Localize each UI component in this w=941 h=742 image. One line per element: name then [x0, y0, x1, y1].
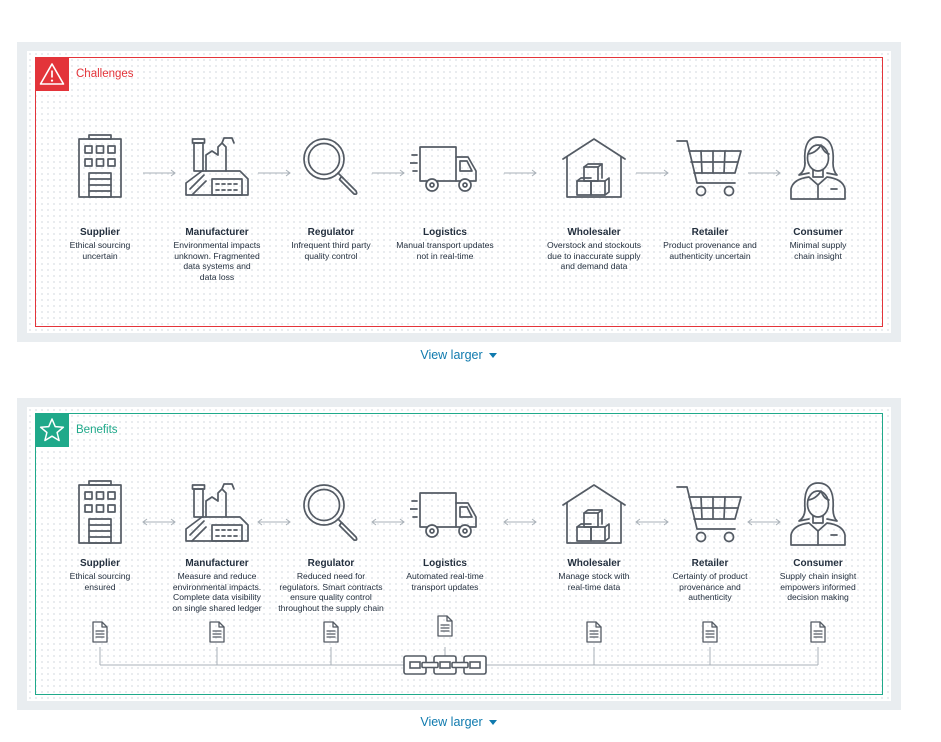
stage-description: Infrequent third party quality control — [291, 240, 371, 261]
stage-title: Manufacturer — [185, 558, 249, 569]
challenges-label: Challenges — [76, 68, 134, 80]
bidirectional-arrow-icon — [747, 518, 781, 526]
arrow-right-icon — [257, 169, 291, 177]
document-icon — [702, 621, 718, 643]
stage-title: Manufacturer — [185, 227, 249, 238]
view-larger-label: View larger — [420, 348, 483, 362]
truck-icon — [409, 133, 480, 203]
stage-logistics: Logistics Automated real-time transport up… — [383, 557, 507, 592]
stage-description: Minimal supply chain insight — [789, 240, 847, 261]
stage-description: Ethical sourcing ensured — [69, 571, 131, 592]
stage-title: Logistics — [423, 558, 467, 569]
stage-consumer: Consumer Supply chain insight empowers inf… — [756, 557, 880, 603]
stage-description: Environmental impacts unknown. Fragmented… — [173, 240, 261, 282]
stage-title: Supplier — [79, 558, 120, 569]
stage-title: Retailer — [691, 227, 729, 238]
challenges-diagram: Challenges Supplier Ethical sourcing uncer… — [27, 51, 891, 333]
document-icon — [92, 621, 108, 643]
challenges-tag: Challenges — [35, 57, 134, 91]
cart-icon — [675, 133, 745, 203]
challenges-card: Challenges Supplier Ethical sourcing uncer… — [17, 42, 901, 342]
benefits-tag: Benefits — [35, 413, 118, 447]
caret-down-icon — [488, 720, 497, 726]
stage-description: Measure and reduce environmental impacts.… — [172, 571, 262, 613]
benefits-label: Benefits — [76, 424, 118, 436]
view-larger-label: View larger — [420, 715, 483, 729]
factory-icon — [182, 479, 252, 549]
bidirectional-arrow-icon — [141, 518, 176, 526]
document-icon — [437, 615, 453, 637]
stage-description: Reduced need for regulators. Smart contra… — [278, 571, 384, 613]
stage-title: Consumer — [793, 558, 843, 569]
arrow-right-icon — [142, 169, 176, 177]
stage-title: Wholesaler — [567, 227, 621, 238]
cart-icon — [675, 479, 745, 549]
stage-title: Supplier — [79, 227, 120, 238]
stage-manufacturer: Manufacturer Environmental impacts unknown… — [155, 226, 279, 282]
document-icon — [209, 621, 225, 643]
stage-title: Regulator — [307, 227, 355, 238]
benefits-card: Benefits Supplier Ethical sourcing ensured… — [17, 398, 901, 710]
bidirectional-arrow-icon — [371, 518, 405, 526]
truck-icon — [409, 479, 480, 549]
person-icon — [783, 133, 853, 203]
stage-title: Logistics — [423, 227, 467, 238]
chain-icon — [403, 655, 487, 675]
person-icon — [783, 479, 853, 549]
benefits-frame — [35, 413, 883, 695]
magnifier-icon — [296, 479, 366, 549]
stage-description: Manage stock with real-time data — [558, 571, 630, 592]
stage-title: Regulator — [307, 558, 355, 569]
warehouse-icon — [559, 479, 629, 549]
arrow-right-icon — [371, 169, 405, 177]
caret-down-icon — [488, 353, 497, 359]
view-larger-link-challenges[interactable]: View larger — [0, 348, 917, 362]
document-icon — [586, 621, 602, 643]
stage-retailer: Retailer Product provenance and authentici… — [648, 226, 772, 261]
stage-description: Ethical sourcing uncertain — [69, 240, 131, 261]
bidirectional-arrow-icon — [257, 518, 291, 526]
stage-description: Product provenance and authenticity uncer… — [663, 240, 757, 261]
stage-logistics: Logistics Manual transport updates not in … — [383, 226, 507, 261]
stage-description: Overstock and stockouts due to inaccurate… — [546, 240, 642, 272]
stage-supplier: Supplier Ethical sourcing uncertain — [38, 226, 162, 261]
stage-description: Automated real-time transport updates — [406, 571, 484, 592]
stage-wholesaler: Wholesaler Manage stock with real-time dat… — [532, 557, 656, 592]
warning-triangle-icon — [35, 57, 69, 91]
document-icon — [810, 621, 826, 643]
stage-title: Consumer — [793, 227, 843, 238]
arrow-right-icon — [635, 169, 669, 177]
warehouse-icon — [559, 133, 629, 203]
stage-supplier: Supplier Ethical sourcing ensured — [38, 557, 162, 592]
magnifier-icon — [296, 133, 366, 203]
stage-wholesaler: Wholesaler Overstock and stockouts due to … — [532, 226, 656, 272]
benefits-diagram: Benefits Supplier Ethical sourcing ensured… — [27, 407, 891, 701]
star-icon — [35, 413, 69, 447]
stage-description: Certainty of product provenance and authen… — [672, 571, 748, 603]
stage-regulator: Regulator Infrequent third party quality c… — [269, 226, 393, 261]
stage-title: Wholesaler — [567, 558, 621, 569]
stage-consumer: Consumer Minimal supply chain insight — [756, 226, 880, 261]
building-icon — [65, 479, 135, 549]
stage-manufacturer: Manufacturer Measure and reduce environmen… — [155, 557, 279, 613]
factory-icon — [182, 133, 252, 203]
stage-description: Supply chain insight empowers informed dec… — [779, 571, 857, 603]
arrow-right-icon — [503, 169, 537, 177]
view-larger-link-benefits[interactable]: View larger — [0, 715, 917, 729]
building-icon — [65, 133, 135, 203]
bidirectional-arrow-icon — [635, 518, 669, 526]
arrow-right-icon — [747, 169, 781, 177]
stage-description: Manual transport updates not in real-time — [396, 240, 494, 261]
challenges-frame — [35, 57, 883, 327]
stage-retailer: Retailer Certainty of product provenance a… — [648, 557, 772, 603]
stage-regulator: Regulator Reduced need for regulators. Sma… — [269, 557, 393, 613]
bidirectional-arrow-icon — [502, 518, 537, 526]
document-icon — [323, 621, 339, 643]
stage-title: Retailer — [691, 558, 729, 569]
